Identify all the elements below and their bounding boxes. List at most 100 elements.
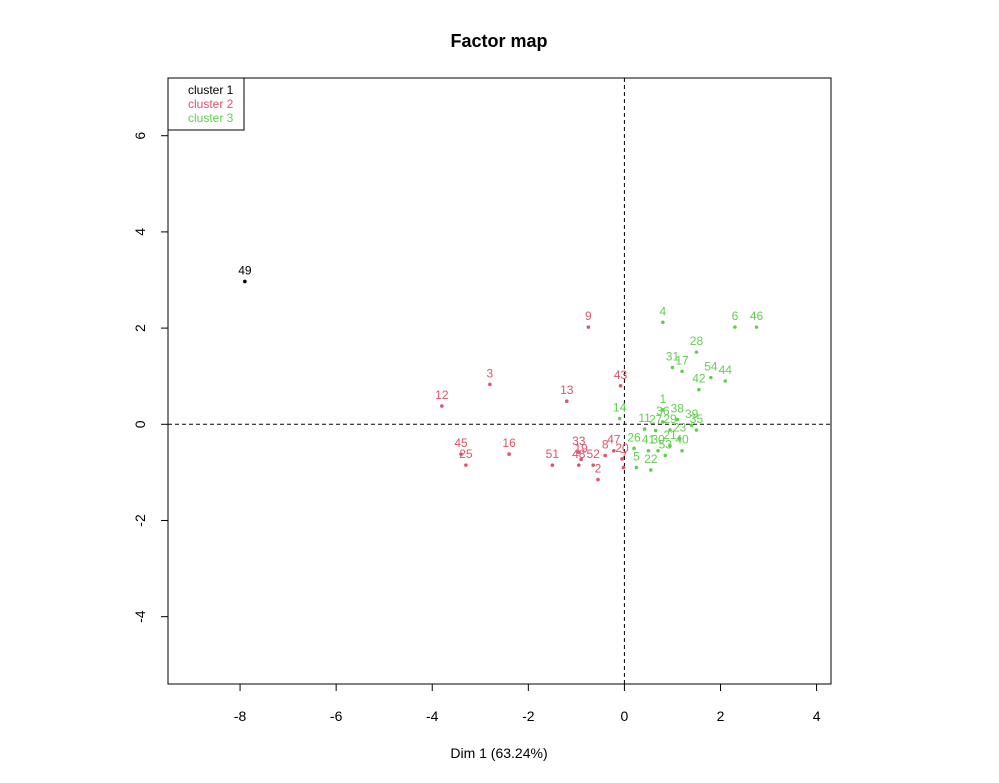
point-label: 23: [673, 421, 687, 435]
point-label: 52: [587, 447, 601, 461]
data-point: [621, 465, 626, 470]
x-tick-label: 2: [717, 708, 725, 724]
point-label: 38: [671, 401, 685, 415]
data-point: [550, 463, 555, 467]
data-point: [634, 465, 639, 470]
data-point: [617, 416, 622, 421]
data-point: [680, 369, 684, 374]
point-label: 51: [546, 447, 560, 461]
point-label: 53: [659, 438, 673, 452]
point-label: 49: [238, 263, 252, 277]
point-label: 26: [627, 430, 641, 444]
data-point: [677, 436, 682, 441]
data-point: [564, 399, 569, 404]
data-point: [464, 463, 468, 467]
data-point: [459, 452, 463, 456]
data-point: [576, 450, 581, 454]
data-point: [694, 350, 699, 354]
point-label: 36: [656, 404, 670, 418]
y-axis: -4 -2 0 2 4 6: [132, 132, 169, 623]
x-tick-label: -2: [522, 708, 535, 724]
point-label: 2: [595, 462, 602, 476]
point-label: 1: [660, 392, 667, 406]
data-point: [620, 457, 624, 461]
point-label: 44: [719, 363, 733, 377]
data-point: [591, 463, 595, 467]
data-point: [596, 477, 600, 482]
point-label: 43: [614, 368, 628, 382]
point-label: 7: [620, 450, 627, 464]
data-point: [709, 375, 713, 380]
point-label: 48: [572, 447, 586, 461]
point-label: 42: [692, 372, 706, 386]
point-label: 29: [663, 412, 677, 426]
data-point: [754, 325, 759, 329]
data-point: [668, 428, 672, 432]
data-point: [579, 457, 583, 462]
data-point: [618, 384, 623, 388]
point-label: 17: [675, 353, 689, 367]
data-point: [507, 452, 511, 456]
point-label: 19: [574, 441, 588, 455]
data-point: [586, 325, 591, 329]
legend-box: [167, 77, 245, 131]
chart-title: Factor map: [450, 31, 547, 51]
data-point: [603, 453, 607, 458]
legend-entry: cluster 1: [188, 83, 234, 97]
point-label: 22: [644, 452, 658, 466]
data-point: [661, 420, 665, 424]
plot-frame: [167, 77, 832, 685]
legend-entry: cluster 3: [188, 111, 234, 125]
data-point: [661, 320, 665, 325]
point-label: 14: [613, 401, 627, 415]
data-point: [646, 448, 651, 453]
legend-entry: cluster 2: [188, 97, 234, 111]
data-point: [680, 448, 684, 453]
point-label: 41: [642, 433, 656, 447]
x-tick-label: 0: [621, 708, 629, 724]
point-label: 46: [750, 309, 764, 323]
point-label: 30: [651, 433, 665, 447]
y-tick-label: -2: [132, 514, 148, 527]
data-point: [612, 448, 616, 453]
data-point: [576, 463, 581, 467]
data-point: [656, 448, 660, 453]
data-point: [723, 379, 728, 383]
data-point: [663, 453, 668, 458]
y-tick-label: 6: [132, 132, 148, 140]
point-label: 6: [732, 309, 739, 323]
data-point: [661, 408, 665, 412]
point-label: 39: [685, 407, 699, 421]
y-tick-label: 2: [132, 324, 148, 332]
point-label: 13: [560, 383, 574, 397]
reference-lines: [168, 78, 831, 684]
x-axis-label: Dim 1 (63.24%): [450, 745, 547, 761]
x-tick-label: -6: [330, 708, 343, 724]
data-point: [675, 417, 680, 422]
data-point: [668, 444, 672, 448]
point-label: 16: [502, 436, 516, 450]
data-point: [649, 468, 653, 472]
y-tick-label: -4: [132, 610, 148, 623]
data-point: [694, 428, 699, 432]
point-label: 28: [690, 334, 704, 348]
point-label: 47: [607, 433, 621, 447]
point-label: 21: [663, 428, 677, 442]
point-label: 31: [666, 350, 680, 364]
point-label: 40: [675, 433, 689, 447]
data-point: [653, 428, 658, 433]
point-label: 11: [638, 411, 651, 425]
data-point: [689, 423, 694, 428]
data-point: [697, 387, 701, 392]
x-axis: -8 -6 -4 -2 0 2 4: [234, 683, 821, 724]
data-point: [733, 325, 737, 329]
data-point: [642, 427, 647, 431]
point-label: 8: [602, 438, 609, 452]
point-label: 33: [572, 434, 586, 448]
point-label: 35: [690, 412, 704, 426]
data-point: [632, 446, 636, 451]
data-point: [243, 279, 247, 284]
point-label: 45: [454, 436, 468, 450]
